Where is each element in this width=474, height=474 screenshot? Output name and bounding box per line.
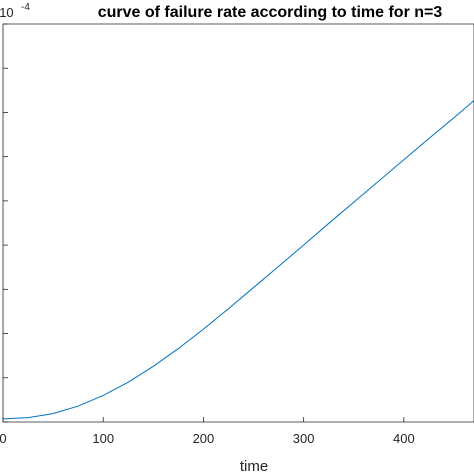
x-tick-label: 0 [0, 431, 7, 446]
x-axis-ticks: 0 100 200 300 400 [0, 417, 415, 446]
y-multiplier-exponent: -4 [21, 2, 30, 13]
series-line [2, 100, 474, 420]
x-tick-label: 400 [393, 431, 415, 446]
chart-title: curve of failure rate according to time … [98, 4, 443, 21]
axis-box [2, 23, 474, 423]
x-tick-label: 100 [92, 431, 114, 446]
y-multiplier-base: × 10 [0, 5, 14, 20]
x-axis-label: time [240, 458, 268, 474]
plot-area [3, 24, 474, 422]
x-tick-label: 300 [293, 431, 315, 446]
y-multiplier: × 10 -4 [0, 2, 30, 20]
x-tick-label: 200 [193, 431, 215, 446]
